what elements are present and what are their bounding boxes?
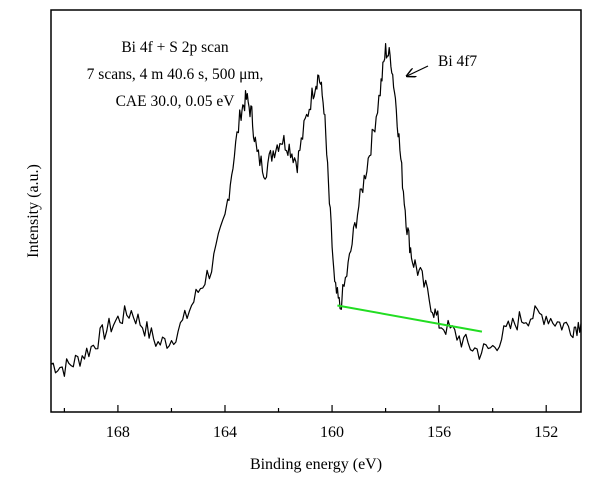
x-tick-label: 152 xyxy=(534,424,558,441)
plot-frame xyxy=(50,9,582,413)
spectrum-series xyxy=(50,42,582,377)
x-axis-label: Binding energy (eV) xyxy=(250,456,382,473)
x-tick-label: 168 xyxy=(106,424,130,441)
x-tick-label: 164 xyxy=(213,424,237,441)
baseline-series xyxy=(337,304,483,333)
x-tick-label: 156 xyxy=(427,424,451,441)
annotation-line-1: Bi 4f + S 2p scan xyxy=(121,39,229,56)
x-ticks: 168 164 160 156 152 xyxy=(63,405,558,441)
x-tick-label: 160 xyxy=(320,424,344,441)
peak-label: Bi 4f7 xyxy=(438,53,477,70)
annotation-line-3: CAE 30.0, 0.05 eV xyxy=(116,93,236,110)
annotation-line-2: 7 scans, 4 m 40.6 s, 500 μm, xyxy=(87,66,264,83)
peak-arrow xyxy=(407,65,429,76)
y-axis-label: Intensity (a.u.) xyxy=(25,164,42,258)
